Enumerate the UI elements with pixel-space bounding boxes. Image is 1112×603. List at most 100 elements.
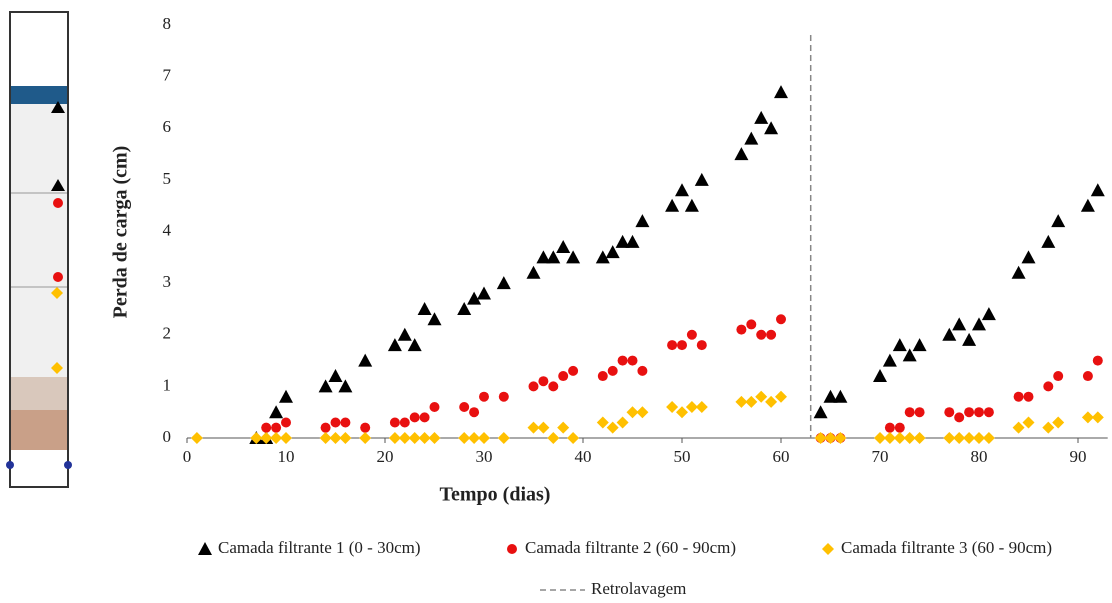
triangle-marker <box>328 369 343 383</box>
triangle-marker <box>1080 198 1095 212</box>
triangle-marker <box>358 353 373 367</box>
triangle-marker <box>615 234 630 248</box>
y-tick-label: 5 <box>163 169 172 188</box>
triangle-marker <box>269 405 284 419</box>
diamond-marker <box>822 543 834 555</box>
diamond-marker <box>1022 416 1035 429</box>
triangle-marker <box>962 332 977 346</box>
circle-marker <box>627 355 638 366</box>
circle-marker <box>419 412 430 423</box>
circle-marker <box>944 407 955 418</box>
triangle-marker <box>972 317 986 331</box>
triangle-marker <box>912 338 927 352</box>
diamond-marker <box>982 432 995 444</box>
triangle-marker <box>526 265 541 279</box>
x-tick-label: 40 <box>575 447 592 466</box>
diamond-marker <box>824 432 837 444</box>
diamond-marker <box>260 432 273 444</box>
circle-marker <box>1013 391 1024 402</box>
circle-marker <box>409 412 420 423</box>
circle-marker <box>746 319 757 330</box>
triangle-marker <box>496 276 511 290</box>
triangle-marker <box>882 353 897 367</box>
triangle-marker <box>1090 183 1105 197</box>
triangle-marker <box>536 250 551 264</box>
diamond-marker <box>834 432 847 444</box>
x-tick-label: 90 <box>1070 447 1087 466</box>
triangle-marker <box>1051 214 1066 228</box>
diamond-marker <box>557 421 570 434</box>
diamond-marker <box>270 432 283 444</box>
circle-marker <box>568 365 579 376</box>
x-tick-label: 50 <box>674 447 691 466</box>
x-tick-label: 60 <box>773 447 790 466</box>
triangle-marker <box>675 183 689 197</box>
diamond-marker <box>676 406 688 419</box>
diamond-marker <box>458 432 471 444</box>
y-tick-label: 8 <box>163 14 172 33</box>
circle-marker <box>498 391 509 402</box>
triangle-marker <box>546 250 561 264</box>
diamond-marker <box>468 432 481 444</box>
x-tick-label: 0 <box>183 447 192 466</box>
diamond-marker <box>1081 411 1094 424</box>
diamond-marker <box>190 432 203 444</box>
circle-marker <box>281 417 291 428</box>
circle-marker <box>528 381 539 392</box>
circle-marker <box>1092 355 1103 366</box>
diamond-marker <box>280 432 292 444</box>
circle-marker <box>330 417 341 428</box>
diamond-marker <box>616 416 629 429</box>
triangle-marker <box>734 147 749 161</box>
x-tick-label: 20 <box>377 447 394 466</box>
y-tick-label: 4 <box>163 220 172 239</box>
circle-marker <box>677 340 687 351</box>
diamond-marker <box>735 395 748 408</box>
diamond-marker <box>547 432 560 444</box>
circle-marker <box>389 417 400 428</box>
diamond-marker <box>755 390 768 403</box>
diamond-marker <box>666 401 679 414</box>
circle-marker <box>914 407 925 418</box>
diamond-marker <box>893 432 906 444</box>
triangle-marker <box>892 338 907 352</box>
diamond-marker <box>765 395 778 408</box>
diamond-marker <box>1042 421 1055 434</box>
circle-marker <box>617 355 628 366</box>
triangle-marker <box>198 542 212 555</box>
diamond-marker <box>913 432 926 444</box>
triangle-marker <box>635 214 650 228</box>
diamond-marker <box>388 432 401 444</box>
triangle-marker <box>823 389 838 403</box>
diamond-marker <box>636 406 649 419</box>
triangle-marker <box>744 131 759 145</box>
circle-marker <box>399 417 410 428</box>
diamond-marker <box>329 432 342 444</box>
diamond-marker <box>537 421 550 434</box>
circle-marker <box>776 314 786 325</box>
y-tick-label: 6 <box>163 117 172 136</box>
diamond-marker <box>339 432 352 444</box>
diamond-marker <box>775 390 787 403</box>
circle-marker <box>469 407 480 418</box>
circle-marker <box>983 407 994 418</box>
legend-label: Camada filtrante 3 (60 - 90cm) <box>841 538 1052 557</box>
diamond-marker <box>953 432 966 444</box>
legend-label: Camada filtrante 1 (0 - 30cm) <box>218 538 421 557</box>
circle-marker <box>271 422 282 433</box>
x-tick-label: 80 <box>971 447 988 466</box>
triangle-marker <box>1041 234 1056 248</box>
triangle-marker <box>318 379 333 393</box>
diamond-marker <box>973 432 985 444</box>
circle-marker <box>736 324 747 335</box>
triangle-marker <box>605 245 620 259</box>
diamond-marker <box>1012 421 1025 434</box>
legend-label: Camada filtrante 2 (60 - 90cm) <box>525 538 736 557</box>
triangle-marker <box>764 121 779 135</box>
diamond-marker <box>478 432 490 444</box>
triangle-marker <box>684 198 699 212</box>
circle-marker <box>320 422 331 433</box>
circle-marker <box>479 391 489 402</box>
circle-marker <box>954 412 965 423</box>
